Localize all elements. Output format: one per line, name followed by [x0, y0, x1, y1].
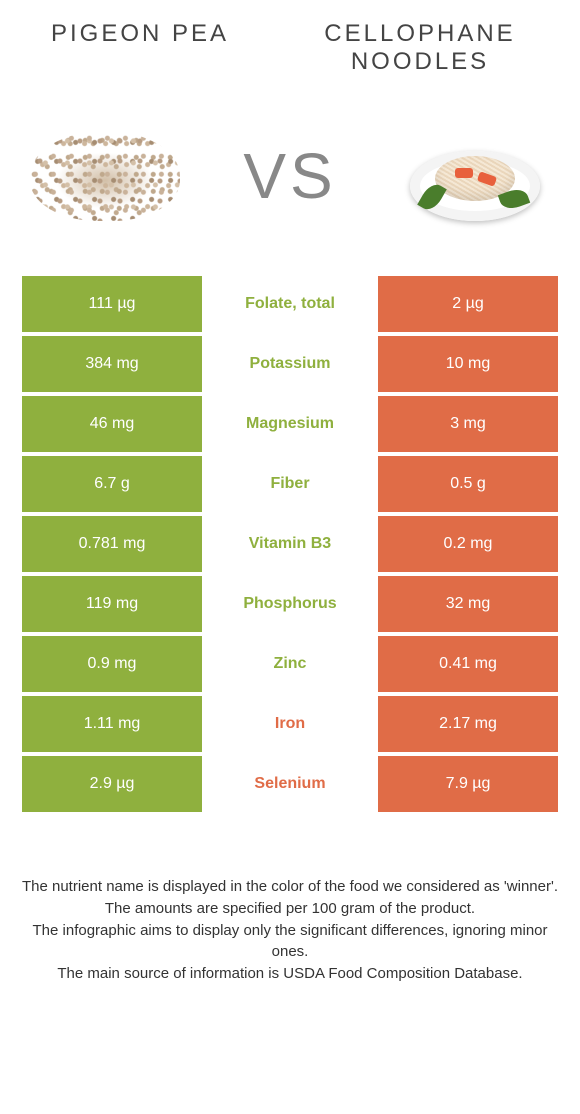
value-left: 0.9 mg [22, 636, 202, 692]
food-title-left: Pigeon pea [30, 20, 250, 76]
footer-line: The infographic aims to display only the… [15, 920, 565, 964]
nutrient-label: Selenium [202, 756, 378, 812]
table-row: 46 mgMagnesium3 mg [22, 396, 558, 452]
value-right: 10 mg [378, 336, 558, 392]
table-row: 111 µgFolate, total2 µg [22, 276, 558, 332]
food-image-right [390, 116, 560, 236]
value-left: 0.781 mg [22, 516, 202, 572]
header: Pigeon pea Cellophane noodles [0, 0, 580, 86]
footer-notes: The nutrient name is displayed in the co… [0, 816, 580, 985]
value-left: 1.11 mg [22, 696, 202, 752]
value-left: 46 mg [22, 396, 202, 452]
value-right: 0.2 mg [378, 516, 558, 572]
pigeon-pea-illustration [30, 131, 180, 221]
table-row: 1.11 mgIron2.17 mg [22, 696, 558, 752]
comparison-table: 111 µgFolate, total2 µg384 mgPotassium10… [0, 276, 580, 812]
value-right: 0.5 g [378, 456, 558, 512]
footer-line: The amounts are specified per 100 gram o… [15, 898, 565, 920]
value-left: 2.9 µg [22, 756, 202, 812]
table-row: 119 mgPhosphorus32 mg [22, 576, 558, 632]
nutrient-label: Fiber [202, 456, 378, 512]
value-left: 384 mg [22, 336, 202, 392]
noodles-illustration [400, 126, 550, 226]
hero-row: VS [0, 86, 580, 276]
nutrient-label: Phosphorus [202, 576, 378, 632]
nutrient-label: Magnesium [202, 396, 378, 452]
nutrient-label: Folate, total [202, 276, 378, 332]
value-left: 6.7 g [22, 456, 202, 512]
value-right: 0.41 mg [378, 636, 558, 692]
food-image-left [20, 116, 190, 236]
food-title-right: Cellophane noodles [290, 20, 550, 76]
value-left: 119 mg [22, 576, 202, 632]
value-right: 32 mg [378, 576, 558, 632]
nutrient-label: Iron [202, 696, 378, 752]
value-left: 111 µg [22, 276, 202, 332]
table-row: 2.9 µgSelenium7.9 µg [22, 756, 558, 812]
value-right: 3 mg [378, 396, 558, 452]
footer-line: The main source of information is USDA F… [15, 963, 565, 985]
nutrient-label: Zinc [202, 636, 378, 692]
footer-line: The nutrient name is displayed in the co… [15, 876, 565, 898]
value-right: 2.17 mg [378, 696, 558, 752]
table-row: 0.9 mgZinc0.41 mg [22, 636, 558, 692]
nutrient-label: Vitamin B3 [202, 516, 378, 572]
value-right: 2 µg [378, 276, 558, 332]
table-row: 384 mgPotassium10 mg [22, 336, 558, 392]
vs-label: VS [243, 139, 336, 213]
table-row: 6.7 gFiber0.5 g [22, 456, 558, 512]
nutrient-label: Potassium [202, 336, 378, 392]
value-right: 7.9 µg [378, 756, 558, 812]
table-row: 0.781 mgVitamin B30.2 mg [22, 516, 558, 572]
